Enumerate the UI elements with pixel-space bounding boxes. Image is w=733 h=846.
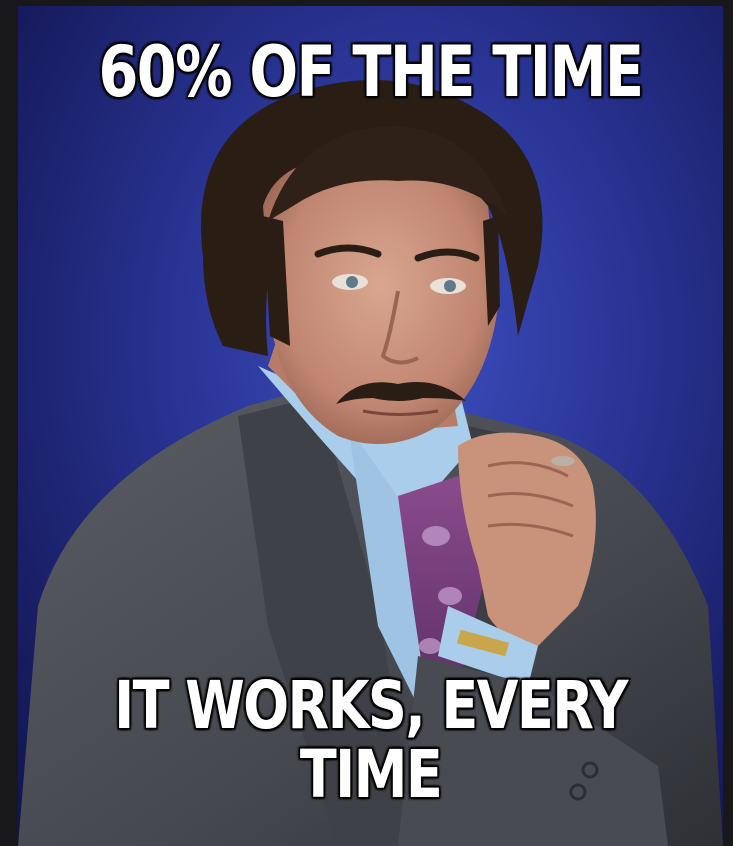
sideburn-right: [483, 216, 500, 326]
man-portrait-illustration: [18, 80, 723, 846]
bottom-caption-line2: TIME: [299, 736, 444, 814]
face: [263, 156, 498, 444]
bottom-caption: IT WORKS, EVERY TIME: [81, 667, 659, 814]
sideburn-left: [263, 216, 290, 346]
mustache: [336, 382, 466, 404]
hand-fist: [458, 432, 596, 646]
meme-image: 60% OF THE TIME IT WORKS, EVERY TIME: [18, 6, 723, 846]
hair-fringe: [268, 126, 508, 221]
eyebrow-right: [414, 248, 480, 262]
top-caption: 60% OF THE TIME: [97, 31, 645, 113]
nose: [380, 290, 419, 365]
eyebrow-left: [314, 244, 382, 258]
ring: [551, 456, 575, 466]
bottom-caption-line1: IT WORKS, EVERY: [113, 667, 630, 744]
suit-lapel-left: [238, 396, 418, 846]
mouth: [362, 409, 439, 416]
suit-sleeve: [398, 656, 668, 846]
